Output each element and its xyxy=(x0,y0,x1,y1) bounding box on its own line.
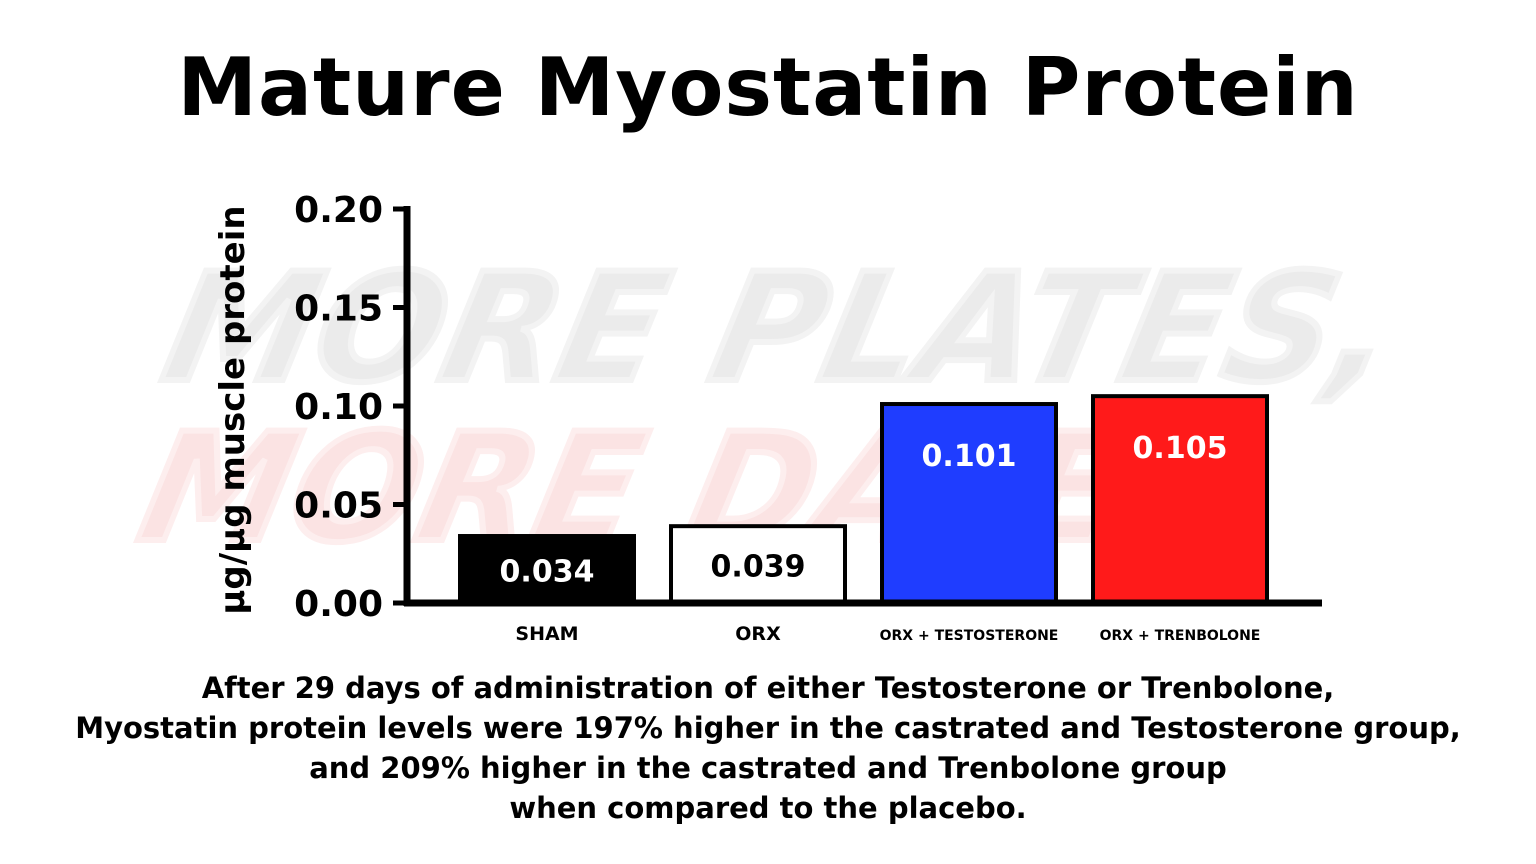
bar-orx-trenbolone xyxy=(1091,394,1269,605)
y-axis-label: µg/µg muscle protein xyxy=(213,205,253,614)
caption-line-3: and 209% higher in the castrated and Tre… xyxy=(309,751,1227,785)
bar-value-label: 0.034 xyxy=(500,555,595,590)
y-tick-label: 0.20 xyxy=(294,190,383,231)
x-tick-label: ORX xyxy=(735,623,781,645)
bar-value-label: 0.039 xyxy=(711,550,806,585)
x-tick-label: ORX + TRENBOLONE xyxy=(1100,628,1261,644)
x-tick-label: ORX + TESTOSTERONE xyxy=(880,628,1059,644)
caption-line-2: Myostatin protein levels were 197% highe… xyxy=(75,711,1461,745)
y-tick-label: 0.15 xyxy=(294,289,383,330)
y-tick-label: 0.05 xyxy=(294,486,383,527)
bar-sham xyxy=(458,534,636,606)
y-tick-label: 0.10 xyxy=(294,387,383,428)
bar-orx-testosterone xyxy=(880,402,1058,605)
bar-value-label: 0.105 xyxy=(1133,431,1228,466)
chart-caption: After 29 days of administration of eithe… xyxy=(0,668,1536,828)
bar-value-label: 0.101 xyxy=(922,439,1017,474)
x-tick-label: SHAM xyxy=(515,623,578,645)
y-tick-label: 0.00 xyxy=(294,584,383,625)
caption-line-4: when compared to the placebo. xyxy=(509,791,1027,825)
chart-title: Mature Myostatin Protein xyxy=(177,41,1359,134)
caption-line-1: After 29 days of administration of eithe… xyxy=(201,671,1335,705)
